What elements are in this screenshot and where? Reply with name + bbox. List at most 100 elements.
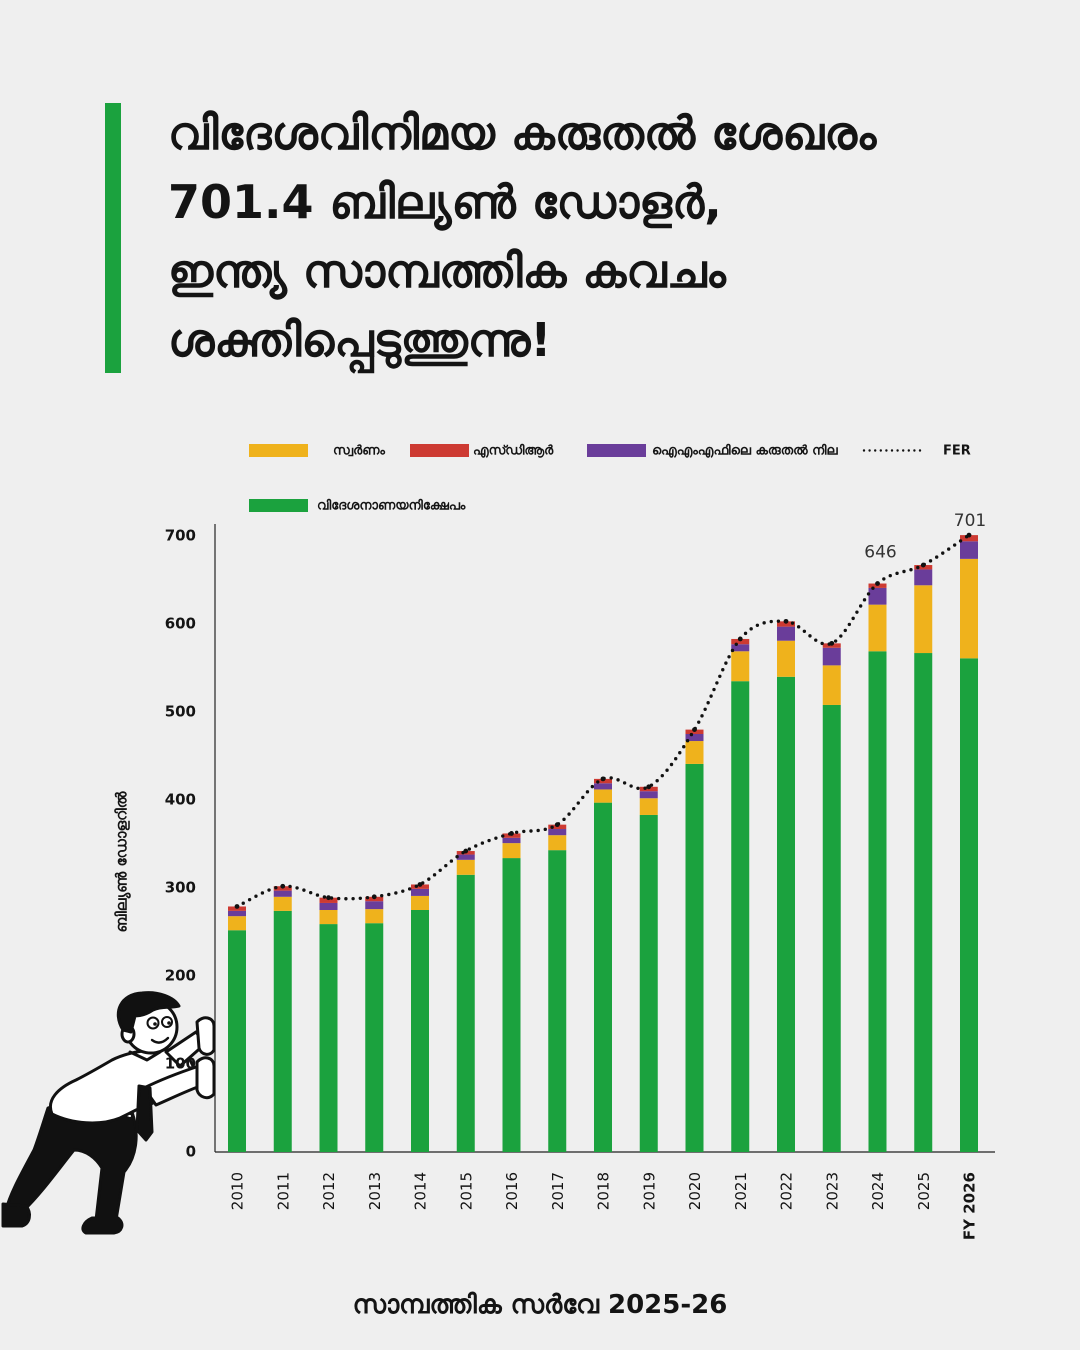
y-tick-label-600: 600 [165, 615, 196, 633]
bar-2011-series-1 [273, 896, 292, 911]
bar-2013-series-2 [365, 901, 384, 910]
y-tick-label-300: 300 [165, 879, 196, 897]
legend-swatch-series-0 [249, 499, 308, 512]
upper-hand [195, 1016, 216, 1056]
bar-FY-2026-series-0 [960, 658, 978, 1152]
x-tick-label-2015: 2015 [457, 1172, 475, 1210]
bar-2021-series-1 [731, 651, 750, 682]
right-shoe [81, 1216, 124, 1235]
y-axis-title: ബില്യൺ ഡോളറിൽ [113, 791, 132, 932]
man-pushing-axis-illustration [1, 991, 216, 1235]
y-tick-label-400: 400 [165, 791, 196, 809]
chart-legend: സ്വർണം എസ്ഡിആർ ഐഎംഎഫിലെ കരുതൽ നില FER വിദേശന… [249, 443, 971, 514]
bar-2020-series-1 [685, 741, 704, 764]
bar-2021-series-3 [731, 638, 750, 645]
bar-FY-2026-series-1 [960, 558, 978, 659]
bar-2020-series-2 [685, 734, 704, 742]
bar-2016-series-1 [502, 843, 521, 859]
bar-2010-series-0 [228, 930, 246, 1152]
bar-2022-series-1 [777, 640, 795, 677]
bar-2016-series-0 [502, 858, 521, 1152]
bar-2021-series-2 [731, 644, 750, 652]
bar-2022-series-2 [777, 626, 795, 641]
bar-2025-series-1 [914, 585, 933, 654]
tie [135, 1084, 154, 1142]
fer-point-2020 [692, 727, 697, 732]
bar-2013-series-1 [365, 909, 384, 924]
bar-2017-series-0 [548, 850, 567, 1152]
bar-2015-series-2 [456, 854, 475, 860]
bar-2014-series-1 [411, 895, 429, 910]
bar-2025-series-2 [914, 569, 933, 586]
left-eye [146, 1016, 160, 1030]
bar-2022-series-3 [777, 621, 795, 627]
legend-label-series-1: സ്വർണം [333, 444, 385, 459]
bar-2015-series-1 [456, 859, 475, 875]
data-label-2024: 646 [864, 543, 896, 563]
fer-point-2015 [463, 848, 469, 854]
x-tick-label-2020: 2020 [686, 1172, 704, 1210]
x-tick-label-2019: 2019 [640, 1172, 658, 1210]
bar-2012-series-0 [319, 924, 338, 1152]
forex-reserves-chart: സ്വർണം എസ്ഡിആർ ഐഎംഎഫിലെ കരുതൽ നില FER വിദേശന… [1, 443, 995, 1240]
fer-point-2017 [554, 822, 560, 828]
fer-point-2025 [920, 562, 926, 568]
chart-labels: 646 701 0 100 200 300 400 500 600 700 2010 2011 2012… [113, 511, 987, 1240]
x-tick-label-FY-2026: FY 2026 [961, 1172, 979, 1240]
legend-swatch-series-2 [587, 444, 646, 457]
fer-point-2024 [875, 581, 880, 586]
bar-2018-series-0 [594, 802, 612, 1152]
right-pupil [167, 1021, 171, 1025]
left-pupil [153, 1022, 157, 1026]
fer-point-2012 [326, 895, 331, 901]
bar-FY-2026-series-2 [960, 541, 978, 559]
bar-2023-series-1 [822, 665, 841, 705]
fer-point-2013 [371, 894, 377, 900]
legend-label-series-2: ഐഎംഎഫിലെ കരുതൽ നില [652, 443, 838, 459]
x-tick-label-2024: 2024 [869, 1172, 887, 1210]
bar-2023-series-2 [822, 647, 841, 666]
title-accent-bar [105, 103, 121, 373]
bar-2022-series-0 [777, 676, 795, 1152]
x-tick-label-2011: 2011 [274, 1172, 292, 1210]
bar-2023-series-0 [822, 704, 841, 1152]
data-label-FY-2026: 701 [954, 511, 986, 531]
fer-point-2014 [417, 882, 423, 887]
bar-2019-series-1 [639, 798, 658, 815]
stacked-bars [228, 535, 978, 1152]
legend-swatch-series-1 [249, 444, 308, 457]
lower-hand [195, 1056, 216, 1100]
x-tick-label-2014: 2014 [412, 1172, 430, 1210]
bar-2025-series-0 [914, 653, 933, 1152]
source-footer: സാമ്പത്തിക സർവേ 2025-26 [352, 1290, 728, 1320]
x-tick-label-2021: 2021 [732, 1172, 750, 1210]
y-tick-label-700: 700 [165, 527, 196, 545]
fer-point-2021 [737, 636, 743, 642]
x-tick-label-2017: 2017 [549, 1172, 567, 1210]
legend-label-series-3: എസ്ഡിആർ [473, 443, 554, 459]
fer-point-2016 [509, 831, 514, 836]
bar-2014-series-2 [411, 888, 429, 896]
y-tick-label-200: 200 [165, 967, 196, 985]
fer-point-FY-2026 [966, 532, 972, 538]
bar-2015-series-0 [456, 874, 475, 1152]
bar-2017-series-2 [548, 829, 567, 836]
bar-2021-series-0 [731, 681, 750, 1152]
x-tick-label-2022: 2022 [778, 1172, 796, 1210]
headline-line-1: വിദേശവിനിമയ കരുതൽ ശേഖരം [168, 106, 877, 160]
left-shoe [1, 1202, 31, 1228]
x-tick-label-2025: 2025 [915, 1172, 933, 1210]
fer-point-2010 [234, 904, 240, 909]
headline-line-4: ശക്തിപ്പെടുത്തുന്നു! [168, 313, 552, 367]
bar-2016-series-2 [502, 837, 521, 844]
collar [128, 1050, 162, 1062]
fer-line-path [235, 533, 971, 909]
bar-2018-series-1 [594, 789, 612, 803]
y-tick-label-500: 500 [165, 703, 196, 721]
bar-2019-series-0 [639, 814, 658, 1152]
headline-line-3: ഇന്ത്യ സാമ്പത്തിക കവചം [168, 244, 726, 298]
y-tick-label-0: 0 [186, 1143, 196, 1161]
x-tick-label-2013: 2013 [366, 1172, 384, 1210]
bar-2011-series-2 [273, 890, 292, 897]
